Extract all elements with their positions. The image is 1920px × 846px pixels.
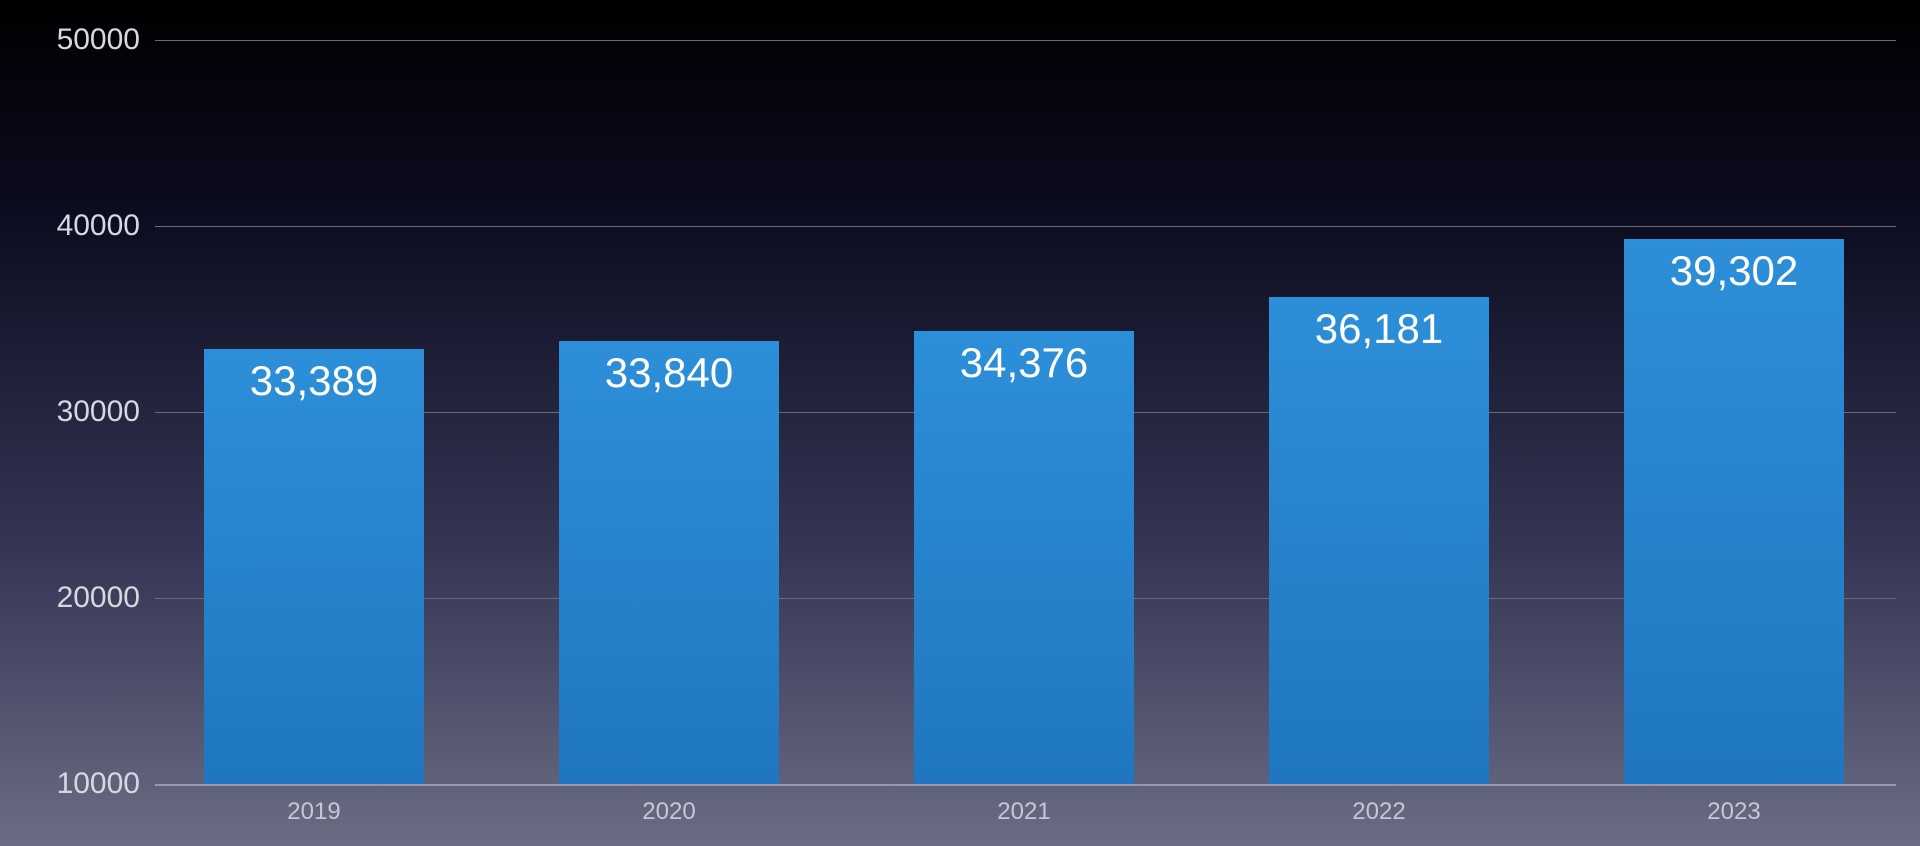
bar [914, 331, 1134, 784]
bar-chart: 10000 20000 30000 40000 50000 33,389 2019 33,84… [0, 0, 1920, 846]
x-axis-tick-label: 2020 [642, 798, 695, 826]
plot-area [155, 40, 1896, 784]
gridline [155, 40, 1896, 41]
bar-value-label: 36,181 [1315, 305, 1443, 353]
bar-value-label: 39,302 [1670, 247, 1798, 295]
x-axis-baseline [155, 784, 1896, 786]
x-axis-tick-label: 2022 [1352, 798, 1405, 826]
y-axis-tick-label: 30000 [20, 395, 140, 429]
x-axis-tick-label: 2023 [1707, 798, 1760, 826]
bar-value-label: 33,840 [605, 349, 733, 397]
bar [1269, 297, 1489, 784]
bar-value-label: 34,376 [960, 339, 1088, 387]
bar [559, 341, 779, 784]
y-axis-tick-label: 20000 [20, 581, 140, 615]
y-axis-tick-label: 40000 [20, 209, 140, 243]
bar [1624, 239, 1844, 784]
bar-value-label: 33,389 [250, 357, 378, 405]
bar [204, 349, 424, 784]
gridline [155, 226, 1896, 227]
x-axis-tick-label: 2019 [287, 798, 340, 826]
x-axis-tick-label: 2021 [997, 798, 1050, 826]
y-axis-tick-label: 50000 [20, 23, 140, 57]
y-axis-tick-label: 10000 [20, 767, 140, 801]
